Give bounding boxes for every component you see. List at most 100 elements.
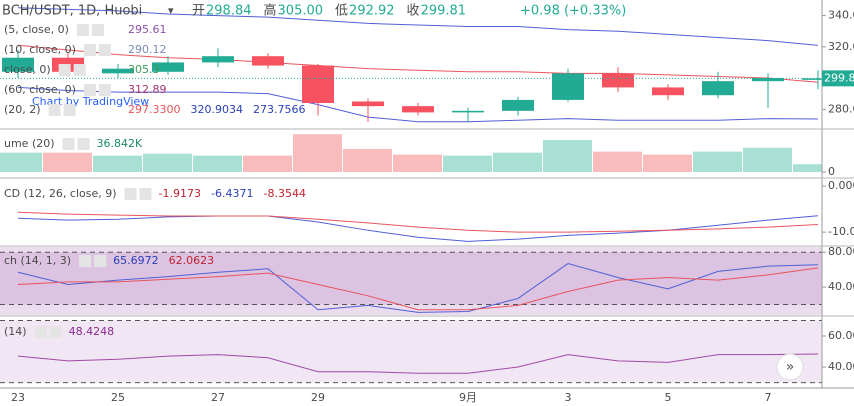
volume-bar [343,148,392,172]
legend-settings-icon [76,24,89,36]
volume-bar [143,153,192,172]
indicator-line [17,215,819,242]
scroll-button[interactable]: » [776,353,804,381]
candle-body [702,81,734,96]
legend-label: (60, close, 0) [4,83,76,96]
x-tick-label: 25 [111,391,125,404]
x-tick-label: 23 [11,391,25,404]
candle-body [752,78,784,82]
legend-close-icon [73,64,86,76]
ohlc-value: 292.92 [349,4,395,19]
x-tick-label: 7 [765,391,772,404]
legend-settings-icon [34,326,47,338]
candle-body [102,68,134,74]
candle-body [252,56,284,66]
candle-body [452,110,484,113]
volume-bar [243,155,292,172]
y-tick-label: 0.000 [828,179,854,192]
legend-value: 62.0623 [169,254,215,267]
volume-bar [643,154,692,172]
volume-bar [0,152,42,172]
legend-value: 295.61 [128,23,167,36]
ohlc-value: 299.81 [421,4,467,19]
candle-body [2,57,34,72]
volume-bar [793,164,822,172]
change: +0.98 (+0.33%) [520,4,626,19]
svg-text:»: » [786,359,795,375]
volume-bar [543,140,592,172]
legend-value: 320.9034 [191,103,244,116]
legend-close-icon [98,44,111,56]
indicator-line [17,353,819,374]
indicator-line [17,267,819,311]
y-tick-label: 320.00 [828,40,854,53]
ohlc-label: 开 [192,4,205,19]
last-price-label: 299.81 [824,71,854,84]
legend-settings-icon [83,84,96,96]
legend-value: 297.3300 [128,103,181,116]
ohlc-value: 305.00 [278,4,324,19]
candle-body [402,106,434,113]
x-tick-label: 5 [665,391,672,404]
legend-value: 312.89 [128,83,167,96]
legend-settings-icon [58,64,71,76]
volume-bar [43,152,92,172]
legend-label: ch (14, 1, 3) [4,254,71,267]
legend-settings-icon [124,188,137,200]
ohlc-label: 收 [407,4,420,19]
legend-value: 273.7566 [253,103,306,116]
legend-label: close, 0) [4,63,51,76]
volume-bar [293,134,342,172]
candle-body [502,99,534,111]
indicator-line [17,44,819,83]
ohlc-value: 298.84 [206,4,252,19]
candle-body [302,65,334,104]
y-tick-label: 0 [828,165,835,178]
symbol: BCH/USDT, 1D, Huobi [2,4,142,19]
x-tick-label: 9月 [459,391,477,404]
x-tick-label: 3 [565,391,572,404]
y-tick-label: 280.00 [828,102,854,115]
volume-bar [93,155,142,172]
legend-close-icon [77,138,90,150]
legend-value: 36.842K [97,137,143,150]
volume-bar [743,147,792,172]
legend-settings-icon [83,44,96,56]
volume-bar [593,151,642,172]
legend-value: 290.12 [128,43,167,56]
legend-label: (10, close, 0) [4,43,76,56]
volume-bar [443,155,492,172]
volume-bar [193,155,242,172]
candle-body [352,101,384,107]
symbol-menu[interactable]: ▾ [168,4,174,17]
last-price-tag [822,70,854,87]
indicator-line [17,86,819,123]
legend-label: CD (12, 26, close, 9) [4,187,117,200]
volume-bar [493,152,542,172]
plot-area [0,7,822,388]
candle-body [802,78,822,80]
legend-label: (20, 2) [4,103,41,116]
legend-label: ume (20) [4,137,55,150]
legend-settings-icon [62,138,75,150]
watermark: Chart by TradingView [32,95,149,108]
candle-body [552,73,584,100]
legend-value: 305.3 [128,63,160,76]
volume-bar [393,154,442,172]
y-tick-label: 40.00 [828,280,854,293]
candle-body [602,73,634,88]
y-tick-label: -10.000 [828,225,854,238]
indicator-line [17,7,819,46]
legend-close-icon [91,24,104,36]
x-tick-label: 29 [311,391,325,404]
legend-label: (14) [4,325,27,338]
legend-close-icon [98,84,111,96]
legend-value: -8.3544 [263,187,305,200]
band-fill [0,320,822,383]
y-tick-label: 340.00 [828,9,854,22]
ohlc-label: 高 [264,3,277,19]
candle-body [202,56,234,63]
y-tick-label: 80.00 [828,245,854,258]
legend-settings-icon [48,104,61,116]
